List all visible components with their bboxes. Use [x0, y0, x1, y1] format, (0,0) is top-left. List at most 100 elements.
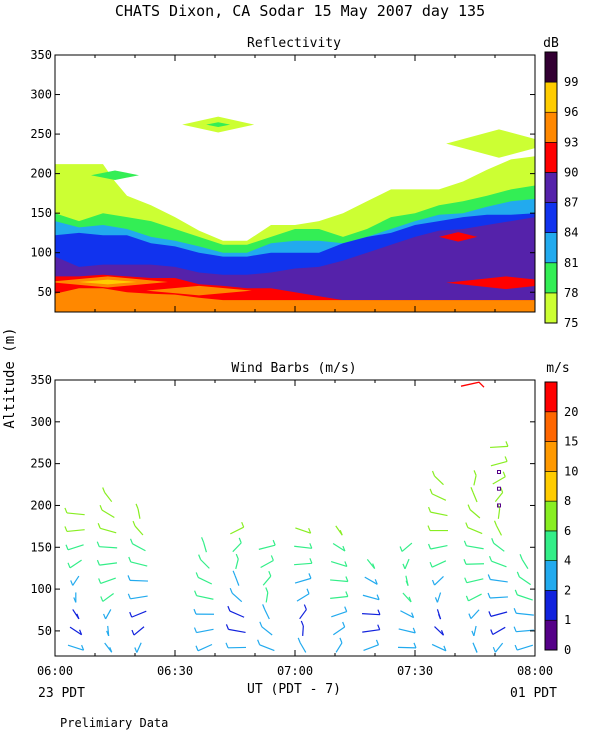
wind-barb — [522, 559, 528, 568]
colorbar-label: 96 — [564, 105, 578, 119]
calm-marker — [498, 471, 501, 474]
wind-barb — [259, 545, 275, 549]
wind-barb-flag — [273, 540, 275, 545]
wind-barb-flag — [489, 611, 491, 616]
wind-barb-strong — [461, 382, 484, 387]
reflectivity-colorbar: 757881848790939699 — [545, 52, 578, 330]
y-tick-label: 300 — [30, 415, 52, 429]
wind-barb — [364, 645, 379, 651]
wind-barb — [131, 562, 147, 566]
y-tick-label: 150 — [30, 206, 52, 220]
wind-barb — [467, 579, 484, 583]
wind-barb — [363, 595, 379, 599]
wind-barb-flag — [493, 647, 495, 652]
wind-barb — [230, 611, 244, 617]
wind-barb-flag — [471, 487, 473, 492]
wind-barb — [300, 610, 307, 619]
wind-barb — [260, 645, 275, 651]
colorbar-label: 10 — [564, 464, 578, 478]
wind-barb-flag — [258, 640, 260, 645]
wind-barb-flag — [129, 557, 131, 562]
wind-barb — [130, 580, 148, 581]
wind-barb-flag — [492, 538, 494, 543]
wind-barb — [517, 645, 533, 650]
wind-barb — [100, 528, 116, 533]
wind-barb — [266, 592, 268, 602]
colorbar-swatch — [545, 82, 557, 112]
wind-barb — [138, 509, 140, 519]
wind-barb-flag — [505, 456, 507, 461]
wind-barb — [106, 609, 111, 619]
wind-barb — [405, 559, 409, 569]
x-axis-label: UT (PDT - 7) — [247, 682, 341, 697]
wind-title: Wind Barbs (m/s) — [231, 361, 356, 376]
wind-barb — [490, 580, 507, 582]
wind-barb-flag — [269, 571, 271, 576]
colorbar-label: 84 — [564, 226, 578, 240]
wind-barb — [495, 643, 502, 652]
wind-barb-flag — [130, 612, 132, 617]
wind-barb — [137, 643, 141, 653]
wind-barb — [466, 564, 484, 565]
calm-marker — [498, 487, 501, 490]
wind-barb-flag — [400, 546, 402, 551]
wind-barb — [336, 643, 342, 652]
wind-barb-flag — [475, 648, 477, 653]
wind-barb-flag — [515, 645, 517, 650]
wind-barb — [300, 643, 306, 653]
colorbar-label: 20 — [564, 405, 578, 419]
colorbar-swatch — [545, 412, 557, 442]
wind-barb — [228, 629, 245, 632]
x-tick-label: 06:00 — [37, 664, 73, 678]
wind-barb — [432, 561, 446, 567]
wind-barb — [263, 576, 271, 585]
wind-barb — [236, 559, 239, 569]
colorbar-swatch — [545, 112, 557, 142]
wind-barb-flag — [345, 607, 347, 612]
wind-barb-flag — [133, 521, 135, 526]
wind-barb-flag — [474, 470, 476, 475]
wind-barb-flag — [271, 555, 273, 560]
wind-barb-flag — [194, 628, 196, 633]
colorbar-swatch — [545, 590, 557, 620]
footnote: Prelimiary Data — [60, 716, 168, 730]
colorbar-label: 75 — [564, 316, 578, 330]
wind-barb — [466, 546, 483, 549]
colorbar-label: 78 — [564, 286, 578, 300]
wind-barb — [490, 597, 508, 598]
wind-barb — [294, 563, 312, 564]
y-tick-label: 50 — [38, 624, 52, 638]
wind-barb-flag — [97, 542, 99, 547]
wind-barb — [230, 527, 243, 534]
reflectivity-colorbar-unit: dB — [543, 36, 559, 51]
wind-barb — [303, 626, 304, 636]
wind-barb — [201, 560, 210, 569]
wind-colorbar-unit: m/s — [546, 361, 569, 376]
wind-barb — [262, 627, 272, 635]
wind-barb-flag — [428, 526, 430, 531]
y-tick-label: 350 — [30, 373, 52, 387]
wind-barb — [99, 563, 117, 565]
wind-barb-flag — [226, 624, 228, 629]
wind-barb-flag — [196, 572, 198, 577]
wind-barb-flag — [131, 539, 133, 544]
figure-title: CHATS Dixon, CA Sodar 15 May 2007 day 13… — [115, 2, 485, 20]
wind-panel: Wind Barbs (m/s) m/s 5010015020025030035… — [30, 361, 578, 678]
wind-barb — [232, 593, 242, 601]
wind-barb — [330, 597, 348, 599]
wind-barb — [432, 644, 446, 650]
colorbar-swatch — [545, 142, 557, 172]
wind-barb — [197, 596, 214, 600]
wind-barb — [295, 578, 311, 583]
altitude-label: Altitude (m) — [2, 327, 18, 428]
colorbar-swatch — [545, 203, 557, 233]
wind-barb-flag — [472, 631, 474, 636]
wind-barb-flag — [128, 575, 130, 580]
wind-barb-flag — [128, 594, 130, 599]
wind-barb — [133, 544, 146, 551]
wind-barb — [497, 526, 502, 536]
wind-barb — [233, 543, 241, 552]
wind-barb-flag — [103, 487, 105, 492]
wind-barb-flag — [414, 643, 416, 648]
